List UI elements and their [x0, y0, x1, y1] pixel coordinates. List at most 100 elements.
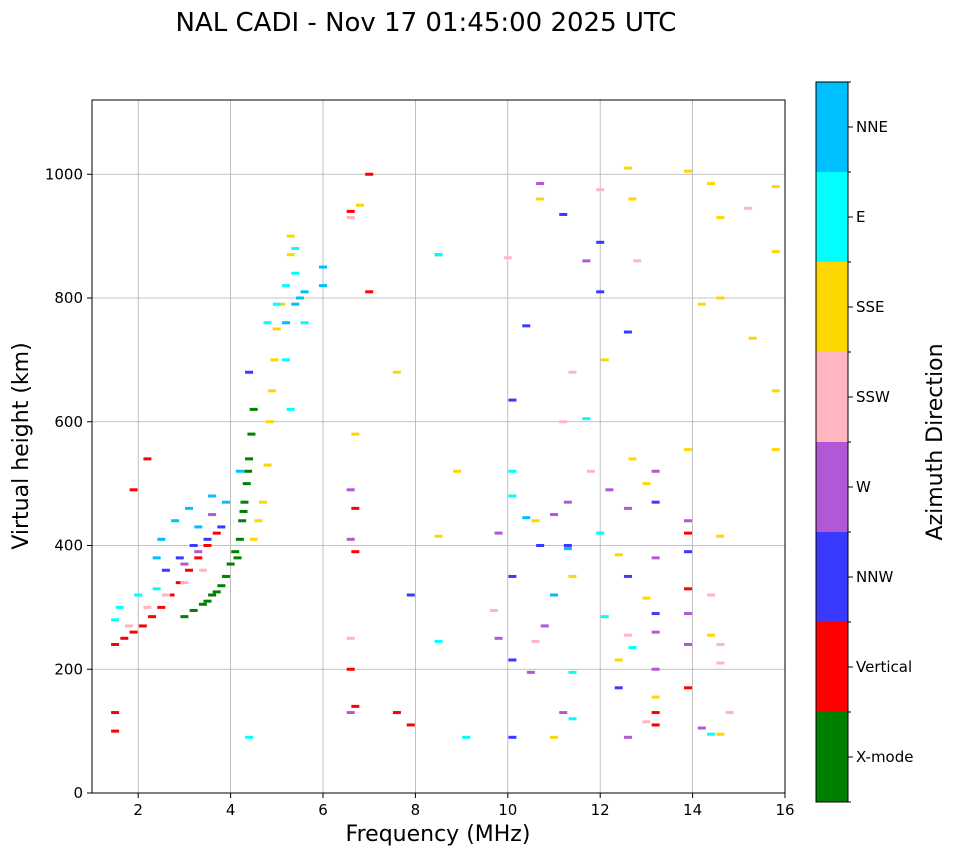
colorbar-segment	[816, 712, 848, 802]
data-point	[508, 658, 517, 662]
colorbar-segment	[816, 352, 848, 442]
data-point	[286, 407, 295, 411]
data-point	[568, 370, 577, 374]
data-point	[111, 618, 120, 622]
data-point	[651, 630, 660, 634]
data-point	[623, 574, 632, 578]
y-axis-ticks: 0 200 400 600 800 1000	[45, 165, 92, 802]
x-axis-ticks: 2 4 6 8 10 12 14 16	[133, 793, 795, 819]
series-x-mode	[180, 253, 443, 619]
data-point	[642, 482, 651, 486]
data-point	[596, 290, 605, 294]
data-point	[633, 259, 642, 263]
data-point	[508, 469, 517, 473]
data-point	[221, 574, 230, 578]
data-point	[198, 602, 207, 606]
data-point	[716, 296, 725, 300]
colorbar-tick-label: NNE	[856, 118, 888, 136]
data-point	[651, 711, 660, 715]
data-point	[351, 550, 360, 554]
data-point	[600, 615, 609, 619]
data-point	[238, 519, 247, 523]
data-point	[582, 417, 591, 421]
data-point	[242, 482, 251, 486]
data-point	[716, 661, 725, 665]
data-point	[744, 206, 753, 210]
data-point	[319, 265, 327, 269]
data-point	[605, 488, 614, 492]
colorbar-label: Azimuth Direction	[923, 343, 948, 540]
data-point	[300, 321, 309, 325]
data-point	[346, 488, 355, 492]
grid-lines	[92, 100, 786, 794]
data-point	[596, 531, 605, 535]
colorbar-tick-label: X-mode	[856, 748, 913, 766]
data-point	[623, 633, 632, 637]
data-point	[346, 216, 355, 220]
data-point	[771, 250, 780, 254]
data-point	[550, 513, 558, 517]
data-point	[157, 605, 166, 609]
data-point	[536, 182, 545, 186]
data-point	[716, 216, 725, 220]
data-point	[258, 500, 267, 504]
data-point	[716, 732, 725, 736]
data-point	[175, 581, 184, 585]
data-point	[526, 670, 535, 674]
data-point	[254, 519, 263, 523]
chart-title: NAL CADI - Nov 17 01:45:00 2025 UTC	[176, 8, 677, 38]
data-point	[189, 544, 198, 547]
series-w	[180, 182, 706, 739]
data-point	[365, 290, 374, 294]
data-point	[208, 513, 217, 517]
data-point	[300, 290, 309, 294]
data-point	[143, 457, 152, 461]
data-point	[651, 469, 660, 473]
data-point	[277, 302, 286, 306]
data-point	[600, 358, 609, 362]
data-point	[568, 670, 577, 674]
series-sse	[249, 166, 780, 739]
colorbar-segment	[816, 532, 848, 622]
data-point	[508, 494, 517, 498]
data-point	[683, 448, 692, 452]
data-point	[725, 711, 734, 715]
x-tick-label: 4	[226, 801, 236, 819]
data-point	[319, 284, 327, 288]
series-ssw	[124, 188, 753, 724]
data-point	[272, 327, 281, 331]
data-point	[272, 302, 281, 306]
data-point	[175, 556, 184, 560]
plot-area: 2 4 6 8 10 12 14 16 0 200 400 600 800 1000	[45, 99, 795, 819]
data-point	[531, 519, 540, 523]
data-point	[235, 537, 244, 541]
data-point	[346, 711, 355, 715]
data-point	[282, 321, 291, 325]
data-point	[707, 593, 716, 597]
data-point	[651, 667, 660, 671]
data-point	[614, 686, 623, 690]
data-point	[503, 256, 512, 260]
data-point	[203, 537, 212, 541]
colorbar-tick-label: SSW	[856, 388, 890, 406]
data-point	[563, 547, 572, 551]
data-point	[245, 735, 254, 739]
data-point	[282, 284, 291, 288]
data-point	[185, 506, 194, 510]
colorbar-tick-label: Vertical	[856, 658, 912, 676]
data-point	[494, 636, 503, 640]
data-point	[226, 562, 235, 566]
data-point	[683, 587, 692, 591]
data-point	[245, 370, 254, 374]
data-point	[707, 633, 716, 637]
colorbar-tick-label: W	[856, 478, 871, 496]
data-point	[697, 302, 706, 306]
data-point	[351, 506, 360, 510]
data-point	[707, 732, 716, 736]
data-point	[208, 593, 217, 597]
data-point	[355, 203, 364, 207]
colorbar-tick-label: E	[856, 208, 865, 226]
colorbar-segment	[816, 172, 848, 262]
x-tick-label: 16	[775, 801, 794, 819]
data-point	[346, 537, 355, 541]
